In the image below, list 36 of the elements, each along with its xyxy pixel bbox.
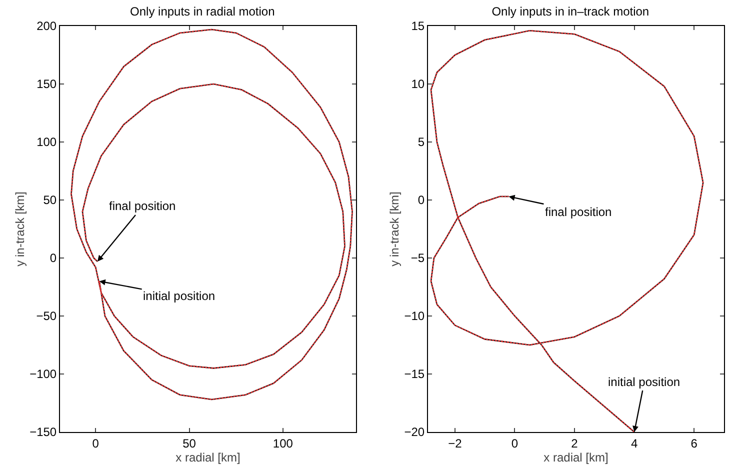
y-tick-label: 5 — [418, 135, 425, 150]
y-tick-label: 0 — [418, 193, 425, 208]
x-tick-label: 2 — [571, 436, 578, 450]
y-tick-label: −150 — [30, 425, 57, 440]
y-tick-label: 100 — [36, 135, 57, 150]
x-axis-title: x radial [km] — [176, 450, 240, 464]
y-tick-label: 10 — [411, 77, 425, 92]
line-series — [70, 28, 353, 400]
x-tick-label: 6 — [690, 436, 698, 450]
y-tick-label: −100 — [30, 367, 57, 382]
chart-title: Only inputs in in–track motion — [492, 4, 650, 18]
x-tick-label: −2 — [448, 436, 462, 450]
x-axis-title: x radial [km] — [544, 450, 608, 464]
x-tick-label: 4 — [630, 436, 638, 450]
x-tick-label: 100 — [272, 436, 294, 450]
annotation: initial position — [608, 375, 680, 389]
y-tick-label: 200 — [36, 19, 57, 34]
y-tick-label: −20 — [404, 425, 425, 440]
y-tick-label: 0 — [50, 251, 57, 266]
x-tick-label: 50 — [182, 436, 196, 450]
y-tick-label: 150 — [36, 77, 57, 92]
y-tick-label: −15 — [404, 367, 425, 382]
y-axis-title: y in-track [km] — [12, 192, 27, 266]
chart-title: Only inputs in radial motion — [130, 4, 275, 18]
y-tick-label: 50 — [43, 193, 57, 208]
annotation: final position — [109, 199, 176, 213]
x-tick-label: 0 — [511, 436, 518, 450]
x-tick-label: 0 — [92, 436, 100, 450]
y-axis-title: y in-track [km] — [388, 192, 402, 266]
y-tick-label: −5 — [410, 251, 425, 266]
y-tick-label: −10 — [404, 309, 425, 324]
line-series — [430, 30, 704, 432]
annotation: initial position — [143, 289, 216, 303]
annotation: final position — [545, 205, 612, 219]
y-tick-label: −50 — [36, 309, 57, 324]
y-tick-label: 15 — [411, 19, 425, 34]
